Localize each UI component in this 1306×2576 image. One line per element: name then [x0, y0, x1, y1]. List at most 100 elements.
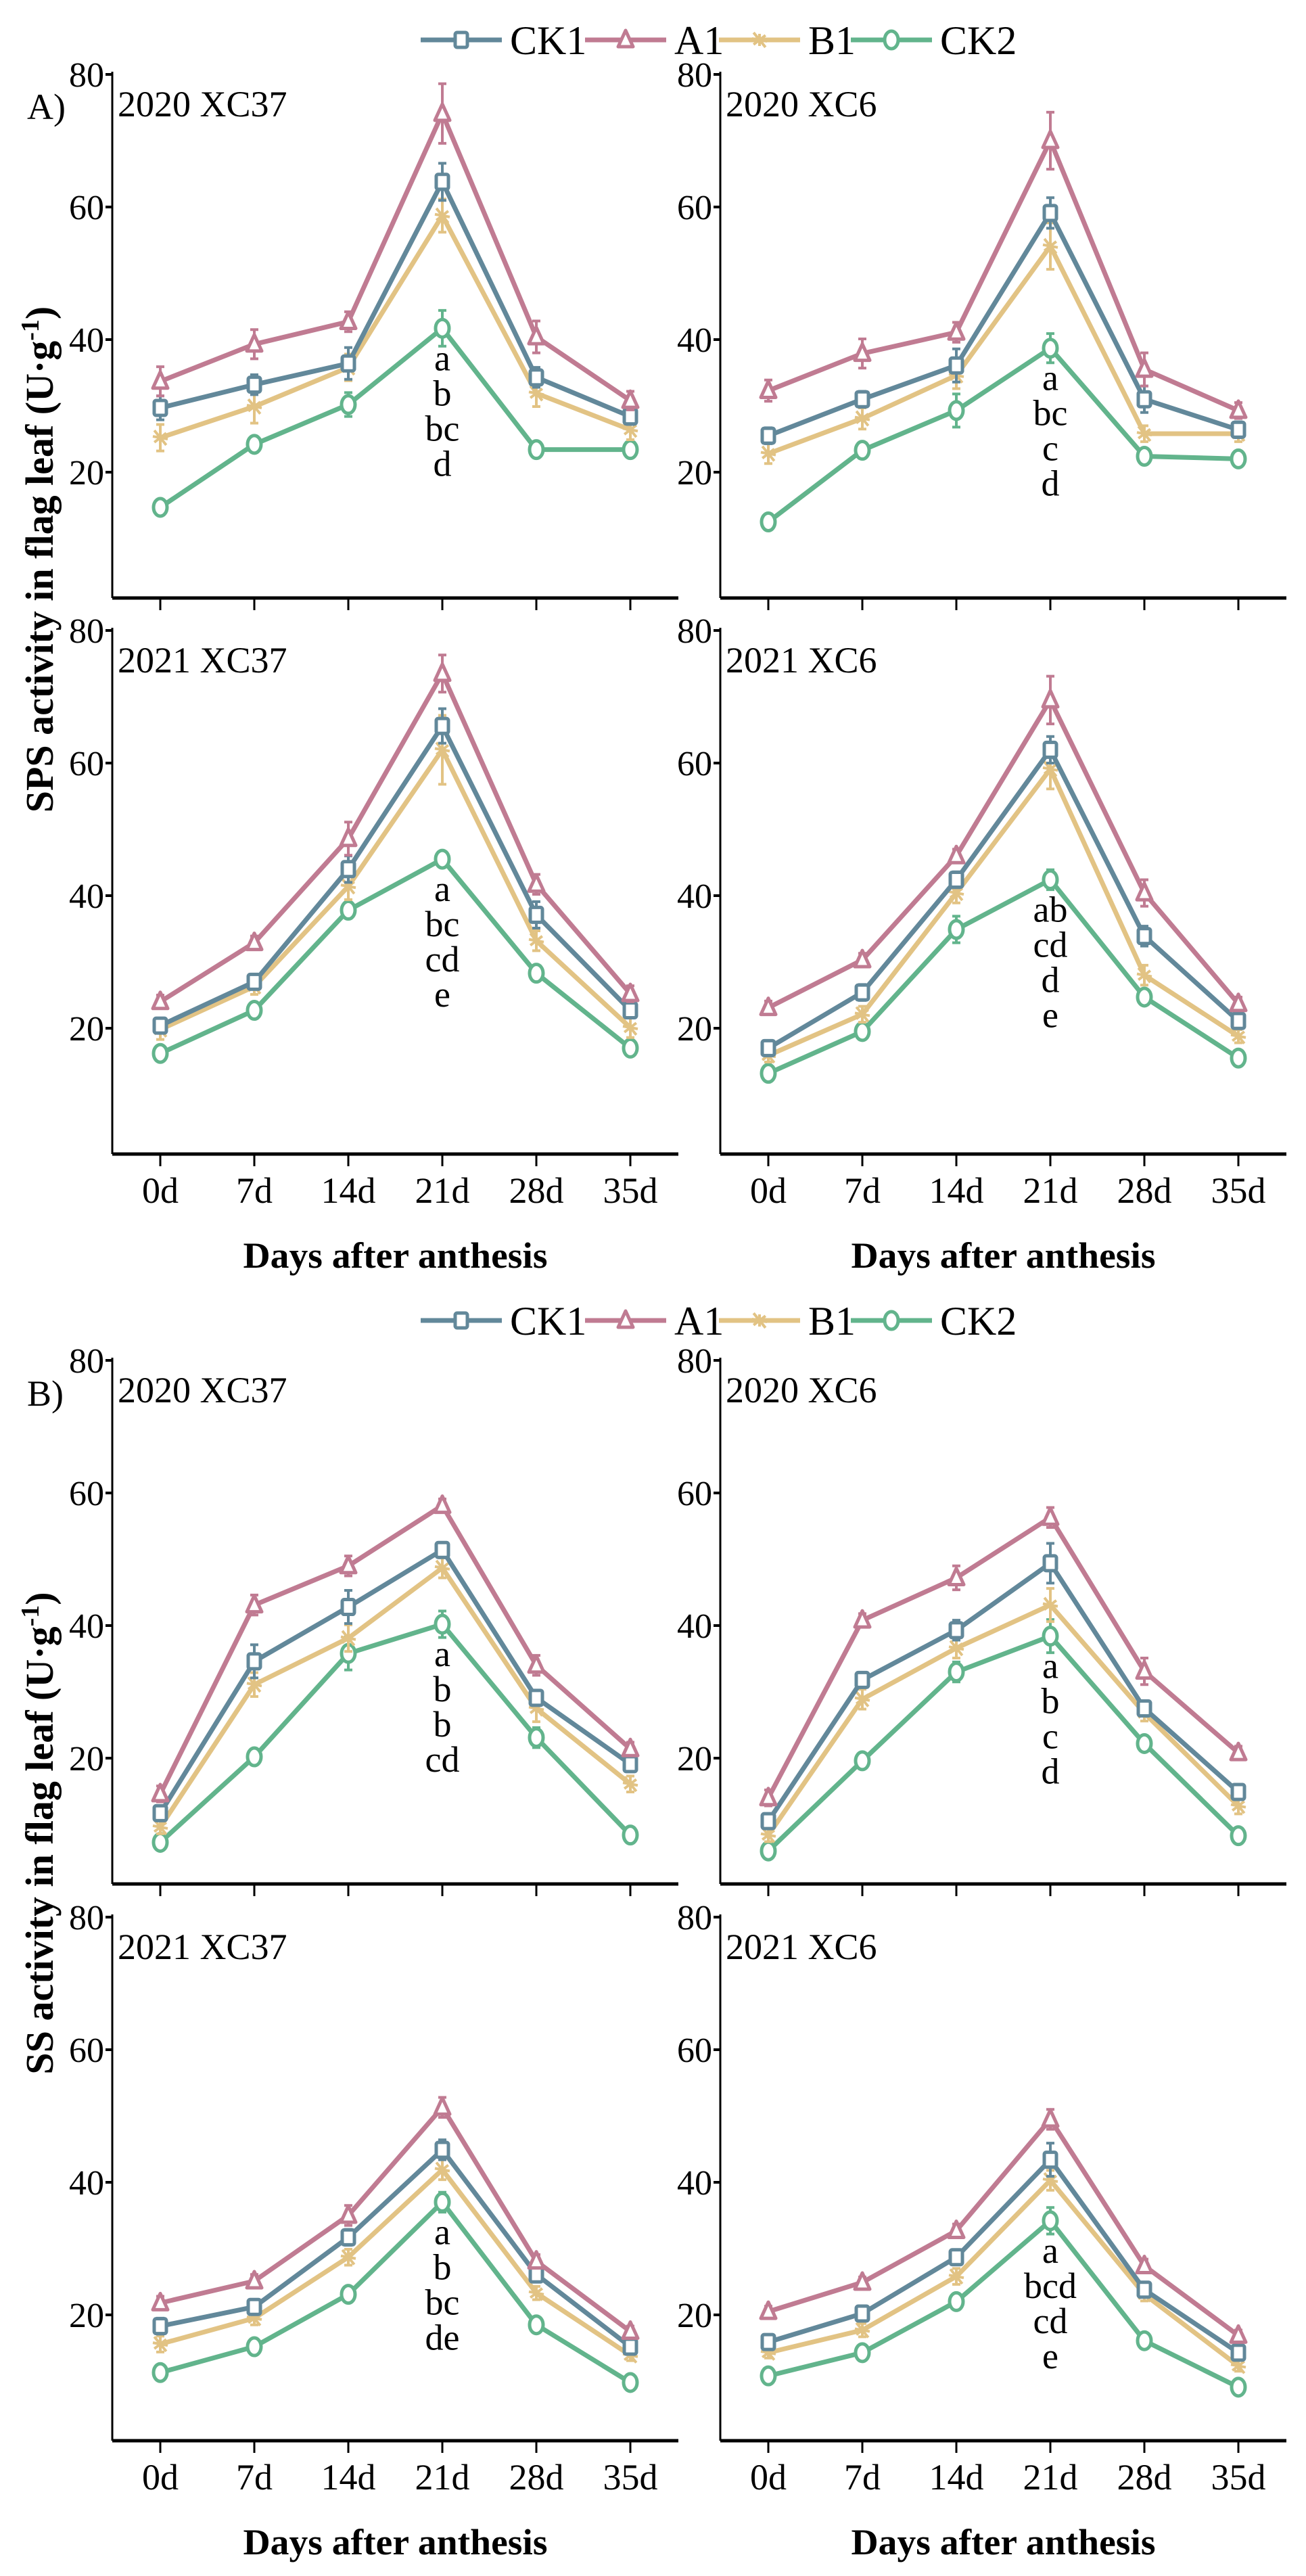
- data-point: [853, 948, 872, 969]
- significance-letter: a: [434, 869, 450, 909]
- series-b1: [760, 1587, 1246, 1843]
- data-point: [1136, 967, 1152, 984]
- series-ck2: [151, 308, 639, 518]
- data-point: [1136, 1699, 1152, 1718]
- significance-letter: a: [434, 2211, 450, 2252]
- series-ck1: [152, 2138, 638, 2356]
- data-point: [1042, 237, 1058, 254]
- data-point: [948, 2268, 964, 2285]
- y-tick-label: 60: [69, 2031, 104, 2070]
- x-tick-label: 14d: [929, 2457, 984, 2498]
- data-point: [1230, 1047, 1247, 1069]
- legend: CK1 A1 B1 CK2: [421, 1299, 1017, 1343]
- data-point: [152, 2317, 168, 2336]
- data-point: [854, 1750, 871, 1772]
- y-tick-label: 40: [69, 2164, 104, 2203]
- x-tick-label: 0d: [142, 2457, 179, 2498]
- series-line: [159, 856, 632, 1056]
- y-axis-title: SPS activity in flag leaf (U·g-1): [16, 306, 62, 813]
- data-point: [948, 356, 964, 375]
- significance-letter: bcd: [1024, 2266, 1077, 2306]
- panel-title: 2020 XC6: [726, 1370, 877, 1410]
- data-point: [246, 972, 262, 991]
- y-tick-label: 60: [677, 2031, 712, 2070]
- data-point: [1135, 1660, 1154, 1680]
- data-point: [433, 2096, 452, 2116]
- series-b1: [152, 198, 638, 453]
- data-point: [854, 2342, 871, 2364]
- data-point: [760, 1840, 777, 1862]
- data-point: [151, 2291, 170, 2312]
- data-point: [340, 354, 356, 373]
- data-point: [339, 827, 358, 848]
- x-tick-label: 0d: [750, 2457, 787, 2498]
- data-point: [760, 426, 776, 445]
- y-tick-label: 40: [677, 1607, 712, 1646]
- y-tick-label: 60: [69, 745, 104, 783]
- y-tick-label: 40: [677, 877, 712, 916]
- series-line: [159, 723, 632, 1028]
- significance-letter: b: [434, 2247, 452, 2287]
- data-point: [947, 1566, 966, 1586]
- data-point: [1230, 1028, 1246, 1044]
- data-point: [528, 963, 545, 984]
- y-tick-label: 80: [677, 1899, 712, 1937]
- data-point: [948, 400, 965, 421]
- data-point: [528, 439, 545, 461]
- series-a1: [759, 1506, 1248, 1808]
- legend-marker-icon: [453, 1311, 469, 1330]
- significance-letter: c: [1042, 428, 1058, 469]
- x-tick-label: 28d: [1117, 2457, 1172, 2498]
- data-point: [760, 2365, 777, 2387]
- data-point: [622, 2337, 638, 2356]
- data-point: [948, 2291, 965, 2312]
- data-point: [433, 1494, 452, 1515]
- data-point: [1229, 992, 1248, 1013]
- y-tick-label: 60: [69, 189, 104, 227]
- data-point: [621, 2320, 640, 2340]
- data-point: [1136, 445, 1153, 467]
- x-tick-label: 21d: [1023, 2457, 1078, 2498]
- data-point: [340, 1598, 356, 1617]
- y-tick-label: 40: [69, 877, 104, 916]
- data-point: [1135, 2254, 1154, 2274]
- data-point: [246, 2336, 263, 2358]
- data-point: [948, 870, 964, 889]
- data-point: [853, 1609, 872, 1629]
- data-point: [854, 2322, 870, 2339]
- data-point: [528, 1688, 544, 1707]
- data-point: [1135, 881, 1154, 902]
- data-point: [152, 2336, 168, 2353]
- data-point: [1230, 448, 1247, 469]
- legend-item-ck2: CK2: [851, 18, 1017, 63]
- panel-title: 2021 XC6: [726, 1927, 877, 1967]
- data-point: [340, 394, 357, 415]
- data-point: [152, 398, 168, 417]
- data-point: [622, 407, 638, 426]
- series-line: [766, 346, 1239, 524]
- data-point: [1042, 1554, 1058, 1573]
- data-point: [434, 2191, 451, 2213]
- data-point: [152, 1016, 168, 1035]
- x-tick-label: 7d: [236, 1170, 273, 1211]
- series-line: [160, 2167, 632, 2358]
- legend-item-a1: A1: [585, 1299, 724, 1343]
- data-point: [246, 1676, 262, 1693]
- panel-title: 2021 XC37: [118, 1927, 287, 1967]
- data-point: [434, 1613, 451, 1635]
- data-point: [339, 1555, 358, 1575]
- data-point: [528, 2314, 545, 2336]
- data-point: [854, 1670, 870, 1689]
- series-ck2: [760, 1618, 1247, 1862]
- series-line: [766, 1515, 1240, 1799]
- legend-label: CK1: [510, 18, 586, 63]
- x-tick-label: 28d: [509, 2457, 564, 2498]
- data-point: [948, 1661, 965, 1683]
- series-line: [158, 1565, 632, 1828]
- x-axis-title: Days after anthesis: [852, 1235, 1156, 1276]
- significance-letter: a: [434, 1634, 450, 1674]
- significance-letter: e: [434, 974, 450, 1015]
- legend-label: CK1: [510, 1299, 586, 1343]
- significance-letter: a: [1042, 2230, 1058, 2271]
- data-point: [1230, 1782, 1246, 1801]
